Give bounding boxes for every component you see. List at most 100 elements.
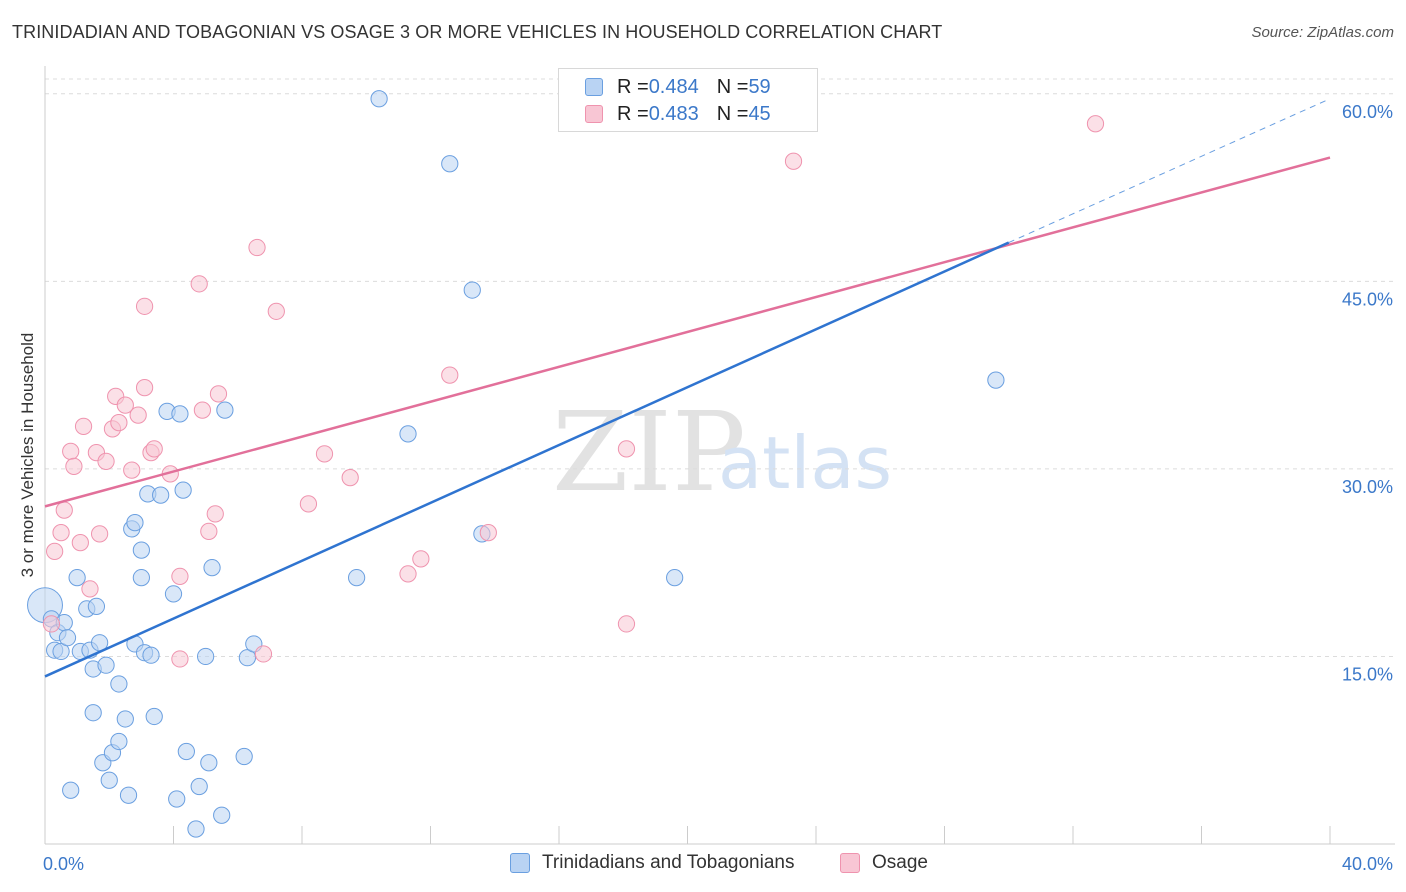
trendline-trinidadians [44, 241, 1010, 678]
watermark-atlas: atlas [718, 421, 892, 505]
data-point-osage [200, 522, 218, 541]
gridlines [45, 78, 1395, 657]
data-point-osage [617, 615, 636, 633]
data-point-trinidadians [126, 514, 144, 532]
legend-n-label: N = [716, 75, 749, 98]
data-point-osage [441, 366, 459, 384]
data-point-osage [1086, 115, 1105, 133]
y-tick-labels: 15.0% 30.0% 45.0% 60.0% [1342, 102, 1393, 685]
watermark: ZIP atlas [552, 388, 892, 516]
data-point-trinidadians [370, 90, 388, 108]
legend-swatch-pink [585, 105, 603, 123]
data-point-osage [71, 534, 89, 552]
x-tick-label: 40.0% [1342, 854, 1393, 874]
data-point-osage [617, 440, 636, 458]
data-point-osage [254, 645, 273, 663]
legend-n-value: 45 [748, 102, 771, 125]
y-axis-title: 3 or more Vehicles in Household [18, 333, 37, 578]
bottom-legend-label: Trinidadians and Tobagonians [542, 852, 795, 873]
data-point-trinidadians [200, 754, 218, 772]
legend-r-label: R = [617, 75, 649, 98]
data-point-trinidadians [164, 585, 183, 603]
data-point-osage [171, 567, 189, 586]
data-point-osage [55, 501, 73, 519]
data-point-trinidadians [97, 656, 115, 674]
series-trinidadians-points [27, 90, 1005, 838]
data-point-trinidadians [58, 629, 77, 647]
correlation-legend: R = 0.484 N = 59 R = 0.483 N = 45 [558, 68, 818, 132]
data-point-trinidadians [177, 742, 195, 761]
legend-swatch-blue [585, 78, 603, 96]
legend-r-label: R = [617, 102, 649, 125]
data-point-trinidadians [187, 820, 205, 838]
data-point-trinidadians [235, 747, 253, 766]
data-point-trinidadians [441, 155, 459, 173]
legend-n-label: N = [716, 102, 749, 125]
x-tick-label: 0.0% [43, 854, 84, 874]
trendline-trinidadians-extension [1008, 98, 1331, 244]
y-tick-label: 45.0% [1342, 289, 1393, 309]
source-label: Source: ZipAtlas.com [1251, 24, 1394, 41]
series-osage-points [42, 100, 1105, 668]
data-point-trinidadians [132, 541, 150, 559]
bottom-legend-osage: Osage [840, 852, 928, 874]
chart-title: TRINIDADIAN AND TOBAGONIAN VS OSAGE 3 OR… [12, 22, 943, 42]
data-point-osage [74, 417, 93, 435]
bottom-legend-label: Osage [872, 852, 928, 873]
data-point-trinidadians [119, 786, 138, 804]
data-point-trinidadians [463, 281, 481, 299]
data-point-osage [97, 452, 115, 470]
data-point-osage [81, 580, 99, 598]
data-point-osage [206, 505, 224, 523]
data-point-osage [46, 542, 64, 561]
data-point-trinidadians [116, 710, 134, 728]
data-point-trinidadians [216, 401, 234, 419]
bottom-legend-swatch-blue [510, 853, 530, 873]
watermark-zip: ZIP [552, 388, 746, 516]
data-point-osage [299, 495, 318, 513]
legend-n-value: 59 [748, 75, 771, 98]
data-point-osage [193, 401, 212, 419]
legend-r-value: 0.483 [648, 102, 699, 125]
data-point-trinidadians [347, 569, 366, 587]
data-point-osage [784, 152, 803, 170]
data-point-trinidadians [68, 569, 86, 587]
data-point-trinidadians [100, 771, 118, 789]
data-point-osage [341, 469, 359, 487]
data-point-trinidadians [197, 647, 215, 666]
data-point-osage [399, 565, 417, 583]
data-point-trinidadians [174, 481, 192, 499]
data-point-osage [135, 297, 154, 315]
y-tick-label: 30.0% [1342, 477, 1393, 497]
data-point-osage [479, 524, 497, 542]
bottom-legend-swatch-pink [840, 853, 860, 873]
data-point-trinidadians [168, 790, 186, 808]
data-point-osage [190, 275, 208, 293]
data-point-trinidadians [84, 704, 102, 722]
data-point-trinidadians [152, 486, 170, 504]
data-point-osage [62, 442, 80, 460]
data-point-trinidadians [171, 405, 189, 423]
data-point-osage [90, 525, 109, 543]
data-point-trinidadians [145, 707, 163, 726]
data-point-trinidadians [666, 569, 684, 587]
trendlines [44, 98, 1331, 678]
data-point-trinidadians [203, 559, 221, 577]
trendline-osage [44, 156, 1331, 508]
data-point-osage [171, 650, 189, 668]
data-point-osage [412, 550, 430, 568]
data-point-osage [123, 461, 141, 479]
y-tick-label: 15.0% [1342, 664, 1393, 684]
data-point-osage [110, 413, 128, 432]
data-point-osage [42, 615, 61, 633]
data-point-trinidadians [190, 777, 208, 796]
data-point-osage [65, 457, 83, 475]
data-point-trinidadians [987, 371, 1005, 389]
data-point-osage [145, 440, 163, 458]
legend-r-value: 0.484 [648, 75, 699, 98]
data-point-osage [52, 524, 70, 542]
data-point-trinidadians [142, 646, 160, 664]
data-point-trinidadians [62, 781, 80, 799]
x-tick-labels: 0.0% 40.0% [43, 854, 1393, 874]
